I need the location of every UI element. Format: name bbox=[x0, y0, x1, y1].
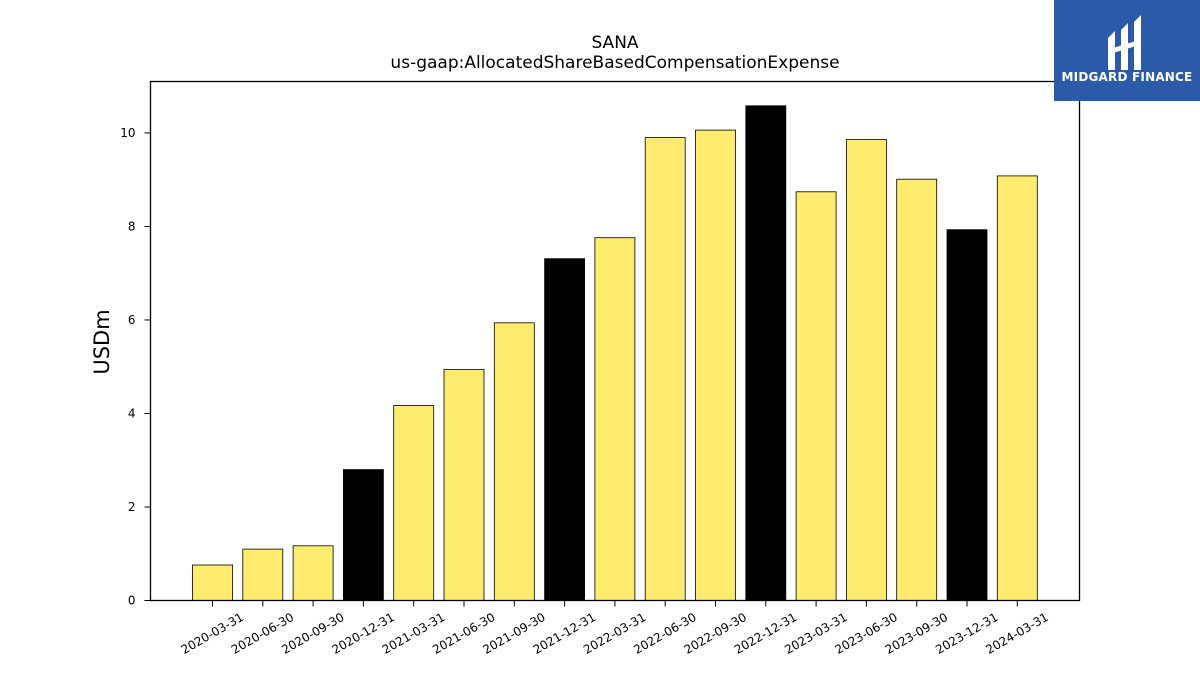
bar-2022-09-30 bbox=[695, 129, 736, 601]
bar-2020-03-31 bbox=[192, 564, 233, 601]
bar-2023-09-30 bbox=[896, 178, 938, 601]
bar-2023-12-31 bbox=[946, 229, 988, 601]
bar-2020-12-31 bbox=[342, 469, 384, 601]
bar-2021-09-30 bbox=[493, 322, 535, 601]
chart-subtitle: us-gaap:AllocatedShareBasedCompensationE… bbox=[390, 53, 839, 73]
y-axis-label: USDm bbox=[90, 309, 114, 374]
bar-2022-03-31 bbox=[594, 237, 636, 601]
y-axis-ticks: 0 2 4 6 8 10 bbox=[120, 126, 151, 608]
y-tick-label: 0 bbox=[128, 594, 136, 608]
bar-2021-03-31 bbox=[393, 405, 435, 601]
y-tick-label: 10 bbox=[120, 126, 135, 140]
bars-group bbox=[192, 105, 1038, 601]
chart-title: SANA bbox=[591, 33, 638, 53]
bar-2021-06-30 bbox=[443, 369, 485, 601]
y-tick-label: 4 bbox=[128, 406, 136, 420]
bar-2023-03-31 bbox=[795, 191, 837, 601]
y-tick-label: 6 bbox=[128, 313, 136, 327]
bar-2021-12-31 bbox=[544, 258, 585, 601]
bar-2022-12-31 bbox=[745, 105, 787, 601]
bar-2022-06-30 bbox=[644, 137, 686, 601]
bar-2020-09-30 bbox=[292, 545, 334, 601]
x-axis-ticks: 2020-03-312020-06-302020-09-302020-12-31… bbox=[179, 600, 1051, 657]
bar-2020-06-30 bbox=[242, 548, 284, 601]
logo-mark-icon bbox=[1108, 15, 1141, 70]
logo-text: MIDGARD FINANCE bbox=[1062, 70, 1193, 84]
bar-2024-03-31 bbox=[996, 175, 1038, 601]
logo: MIDGARD FINANCE bbox=[1054, 0, 1200, 101]
y-tick-label: 8 bbox=[128, 219, 136, 233]
bar-2023-06-30 bbox=[846, 139, 887, 601]
plot-frame bbox=[149, 80, 1081, 602]
y-tick-label: 2 bbox=[128, 500, 136, 514]
